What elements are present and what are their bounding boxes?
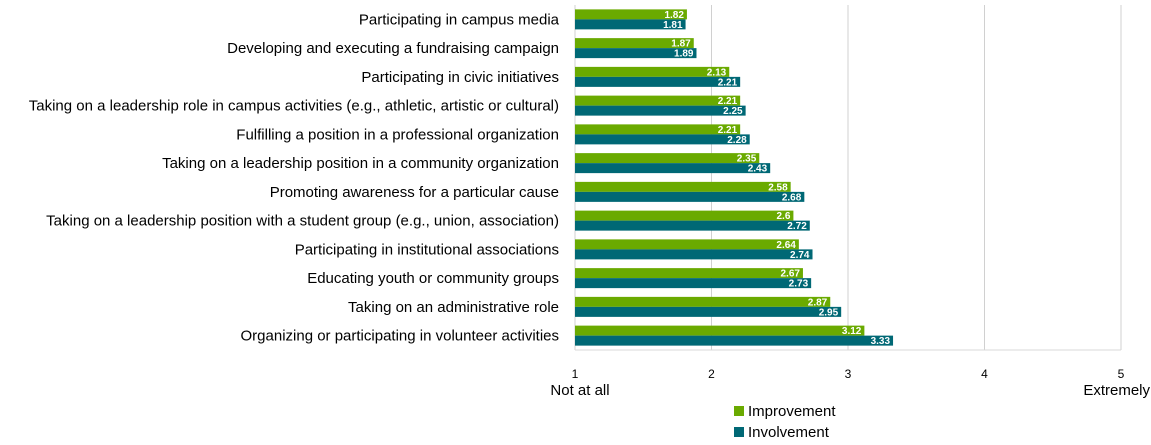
- bar-involvement: [575, 335, 894, 346]
- x-tick-label: 3: [845, 367, 852, 381]
- bar-improvement: [575, 268, 803, 279]
- bar-involvement: [575, 163, 771, 174]
- category-label: Taking on a leadership position in a com…: [162, 155, 559, 172]
- category-label: Organizing or participating in volunteer…: [241, 328, 560, 345]
- category-label: Participating in institutional associati…: [295, 241, 559, 258]
- x-anchor-high: Extremely: [1083, 382, 1150, 399]
- bar-involvement: [575, 220, 810, 231]
- data-label: 3.33: [871, 336, 891, 347]
- bar-improvement: [575, 210, 794, 221]
- bar-improvement: [575, 325, 865, 336]
- bars: 1.821.811.871.892.132.212.212.252.212.28…: [575, 9, 894, 347]
- category-label: Taking on a leadership position with a s…: [46, 213, 559, 230]
- legend-label: Involvement: [748, 424, 830, 441]
- data-label: 1.89: [674, 49, 694, 60]
- bar-involvement: [575, 76, 741, 87]
- x-tick-label: 5: [1118, 367, 1125, 381]
- bar-involvement: [575, 134, 750, 145]
- bar-involvement: [575, 48, 697, 59]
- bar-involvement: [575, 306, 842, 317]
- x-tick-label: 1: [572, 367, 579, 381]
- data-label: 2.72: [787, 221, 807, 232]
- legend-swatch: [734, 427, 744, 437]
- data-label: 1.82: [664, 10, 684, 21]
- data-label: 2.68: [782, 192, 802, 203]
- x-tick-label: 2: [708, 367, 715, 381]
- data-label: 2.95: [819, 307, 839, 318]
- category-label: Educating youth or community groups: [307, 270, 559, 287]
- bar-improvement: [575, 38, 694, 49]
- data-label: 2.43: [748, 164, 768, 175]
- data-label: 2.67: [780, 269, 800, 280]
- data-label: 2.21: [718, 77, 738, 88]
- category-label: Developing and executing a fundraising c…: [227, 40, 559, 57]
- bar-involvement: [575, 249, 813, 260]
- data-label: 2.64: [776, 240, 796, 251]
- data-label: 2.73: [789, 279, 809, 290]
- bar-improvement: [575, 124, 741, 135]
- data-label: 2.28: [727, 135, 747, 146]
- bar-involvement: [575, 191, 805, 202]
- category-label: Participating in civic initiatives: [361, 69, 559, 86]
- bar-involvement: [575, 278, 812, 289]
- x-anchor-low: Not at all: [550, 382, 609, 399]
- bar-improvement: [575, 239, 799, 250]
- category-labels: Participating in campus media Developing …: [29, 11, 560, 344]
- category-label: Taking on a leadership role in campus ac…: [29, 98, 559, 115]
- data-label: 2.21: [718, 125, 738, 136]
- category-label: Promoting awareness for a particular cau…: [270, 184, 559, 201]
- data-label: 2.21: [718, 96, 738, 107]
- x-tick-label: 4: [981, 367, 988, 381]
- data-label: 1.87: [671, 39, 691, 50]
- bar-improvement: [575, 181, 791, 192]
- bar-improvement: [575, 153, 760, 164]
- x-axis-ticks: 1 2 3 4 5: [572, 367, 1125, 381]
- data-label: 3.12: [842, 326, 862, 337]
- bar-improvement: [575, 296, 831, 307]
- legend-label: Improvement: [748, 403, 836, 420]
- data-label: 2.35: [737, 154, 757, 165]
- legend: Improvement Involvement: [734, 403, 836, 441]
- legend-swatch: [734, 406, 744, 416]
- data-label: 2.74: [790, 250, 810, 261]
- data-label: 2.13: [707, 67, 727, 78]
- category-label: Taking on an administrative role: [348, 299, 559, 316]
- category-label: Participating in campus media: [359, 11, 560, 28]
- bar-involvement: [575, 19, 686, 30]
- bar-improvement: [575, 66, 730, 77]
- bar-improvement: [575, 9, 687, 20]
- data-label: 2.58: [768, 182, 788, 193]
- data-label: 2.6: [776, 211, 790, 222]
- data-label: 2.25: [723, 106, 743, 117]
- bar-improvement: [575, 95, 741, 106]
- gridlines: [574, 5, 1122, 351]
- bar-involvement: [575, 105, 746, 116]
- data-label: 1.81: [663, 20, 683, 31]
- category-label: Fulfilling a position in a professional …: [236, 126, 559, 143]
- data-label: 2.87: [808, 297, 828, 308]
